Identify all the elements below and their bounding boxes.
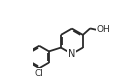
Text: OH: OH (97, 25, 111, 34)
Text: N: N (68, 49, 76, 59)
Text: Cl: Cl (35, 69, 44, 78)
